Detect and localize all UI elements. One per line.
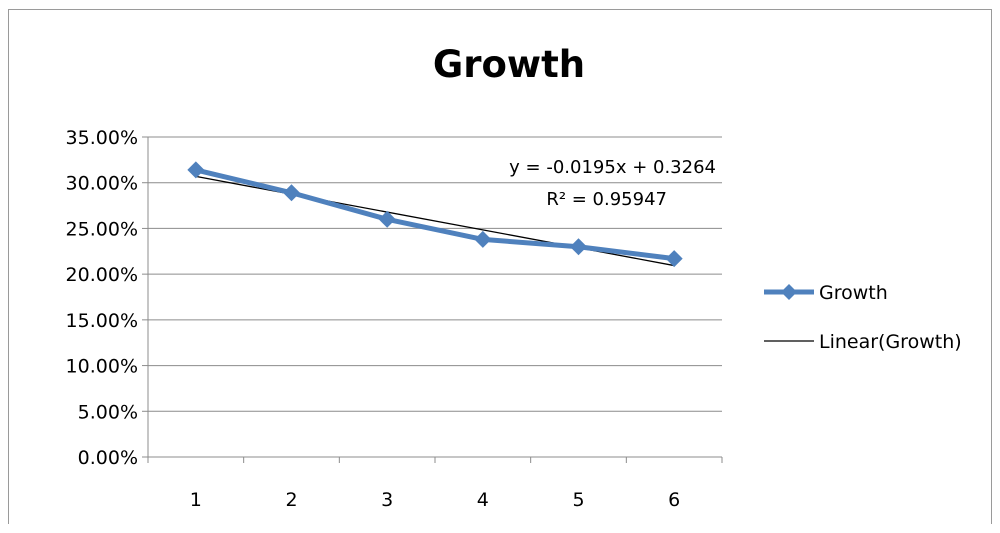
x-tick-label: 2	[285, 489, 297, 511]
data-point-marker	[187, 161, 205, 179]
data-point-marker	[665, 250, 683, 268]
data-point-marker	[474, 230, 492, 248]
series-line-growth	[195, 167, 675, 262]
y-axis-tick-labels: 0.00% 5.00% 10.00% 15.00% 20.00% 25.00% 30.00%…	[66, 127, 138, 469]
y-tick-label: 20.00%	[66, 264, 138, 286]
trendline-equation: y = -0.0195x + 0.3264	[509, 157, 716, 178]
legend: Growth Linear(Growth)	[764, 282, 962, 353]
chart-title: Growth	[433, 43, 585, 86]
x-tick-label: 6	[668, 489, 680, 511]
x-tick-label: 1	[190, 489, 202, 511]
y-tick-label: 5.00%	[78, 401, 138, 423]
x-tick-label: 3	[381, 489, 393, 511]
y-tick-label: 15.00%	[66, 310, 138, 332]
x-tick-label: 4	[477, 489, 489, 511]
y-tick-label: 25.00%	[66, 218, 138, 240]
chart-frame	[8, 9, 992, 524]
x-tick-label: 5	[572, 489, 584, 511]
data-point-marker	[570, 238, 587, 256]
y-tick-label: 30.00%	[66, 173, 138, 195]
data-point-marker	[283, 184, 300, 202]
y-tick-label: 10.00%	[66, 356, 138, 378]
series-layer	[187, 161, 683, 268]
legend-linear-label: Linear(Growth)	[819, 331, 962, 353]
legend-growth-marker	[781, 284, 797, 300]
y-tick-label: 0.00%	[78, 447, 138, 469]
axes	[142, 136, 723, 463]
legend-growth-label: Growth	[819, 282, 888, 304]
data-point-marker	[378, 210, 396, 228]
x-axis-tick-labels: 1 2 3 4 5 6	[190, 489, 680, 511]
y-tick-label: 35.00%	[66, 127, 138, 149]
trendline-r-squared: R² = 0.95947	[546, 189, 667, 210]
